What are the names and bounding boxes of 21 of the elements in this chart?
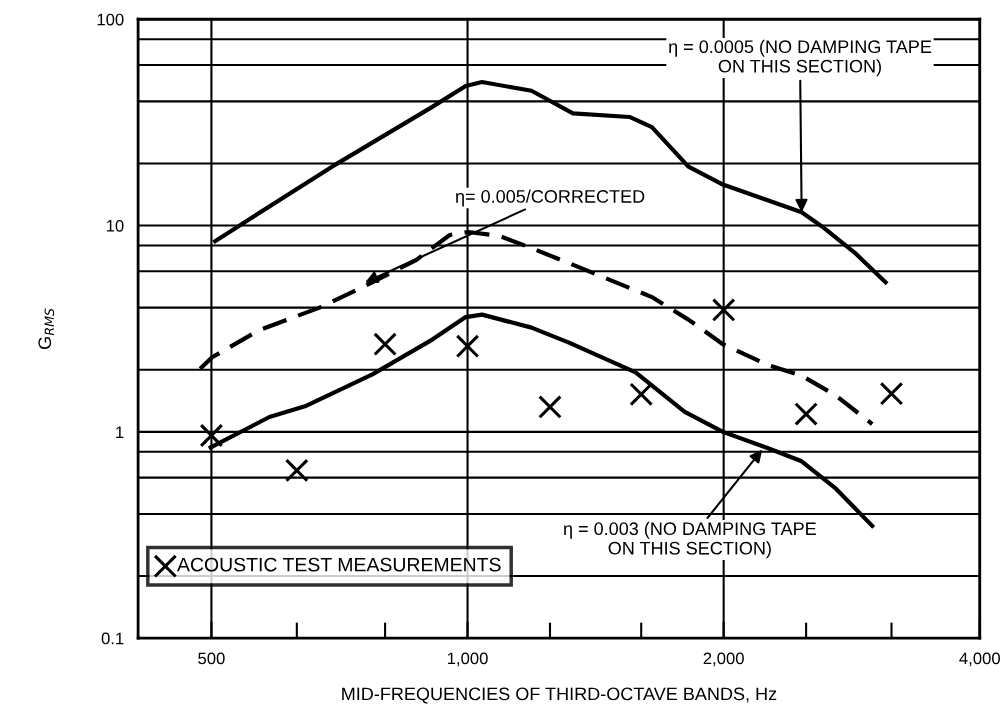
- y-axis-title: G$_{RMS}$: [38, 308, 55, 349]
- x-tick-label: 500: [198, 652, 225, 665]
- y-tick-label: 1: [116, 426, 124, 438]
- x-tick-label: 2,000: [703, 652, 744, 667]
- annotation: η = 0.0005 (NO DAMPING TAPE ON THIS SECTION): [669, 39, 932, 77]
- x-tick-label: 4,000: [959, 652, 1000, 667]
- point: [538, 395, 562, 419]
- x-axis-title: MID-FREQUENCIES OF THIRD-OCTAVE BANDS, Hz: [342, 687, 777, 704]
- y-tick-label: 0.1: [101, 632, 124, 645]
- y-tick-label: 100: [97, 13, 124, 26]
- legend-label: ACOUSTIC TEST MEASUREMENTS: [177, 557, 501, 572]
- x-tick-label: 1,000: [447, 652, 488, 667]
- point: [879, 381, 904, 406]
- point: [199, 423, 224, 448]
- point: [711, 298, 736, 322]
- annotation: η= 0.005/CORRECTED: [455, 189, 645, 207]
- annotation: η = 0.003 (NO DAMPING TAPE ON THIS SECTION): [563, 521, 816, 559]
- point: [794, 402, 818, 426]
- point: [455, 334, 480, 359]
- y-tick-label: 10: [106, 219, 124, 232]
- point: [284, 458, 309, 483]
